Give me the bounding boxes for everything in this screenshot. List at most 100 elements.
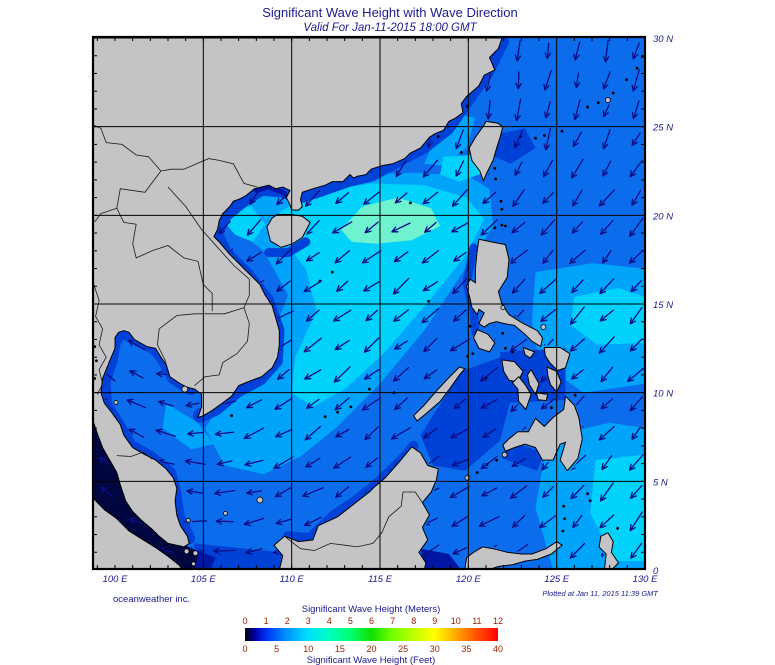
wave-arrow — [128, 517, 145, 525]
wave-arrow — [602, 71, 611, 90]
wave-arrow — [275, 248, 292, 265]
wave-arrow — [250, 101, 257, 119]
landmass-sulawesi — [464, 540, 563, 569]
wave-arrow — [544, 42, 552, 60]
wave-arrow — [510, 426, 527, 440]
plotted-timestamp: Plotted at Jan 11, 2015 11:39 GMT — [542, 589, 659, 598]
wave-arrow — [392, 277, 410, 295]
wave-arrow — [336, 280, 349, 292]
wave-arrow — [102, 127, 111, 151]
wave-arrow — [509, 485, 528, 499]
wave-arrow — [452, 278, 468, 295]
wave-arrow — [451, 515, 469, 528]
wave-arrow — [629, 159, 643, 178]
islet-dot — [494, 177, 498, 181]
wave-arrow — [631, 426, 642, 441]
wave-arrow — [218, 220, 231, 235]
islet-dot — [563, 517, 566, 520]
wave-arrow — [184, 458, 206, 466]
wave-arrow — [395, 160, 407, 178]
wave-arrow — [183, 371, 207, 379]
wave-arrow — [306, 161, 320, 176]
islet-dot — [534, 136, 537, 140]
colorbar — [245, 628, 498, 641]
wave-arrow — [277, 368, 290, 380]
wave-arrow — [483, 159, 496, 178]
wave-arrow — [420, 398, 440, 410]
wave-arrow — [541, 454, 555, 471]
wave-arrow — [573, 41, 581, 61]
wave-arrow — [126, 545, 147, 556]
wave-arrow — [215, 281, 234, 292]
wave-arrow — [480, 308, 498, 323]
legend-title-meters: Significant Wave Height (Meters) — [302, 604, 441, 615]
islet-dot — [459, 151, 463, 154]
wave-arrow — [451, 368, 468, 381]
wave-arrow — [363, 369, 380, 380]
wave-arrow — [600, 366, 614, 383]
wave-arrow — [338, 41, 346, 61]
wave-arrow — [246, 341, 262, 349]
wave-arrow — [127, 339, 146, 351]
wave-arrow — [426, 130, 434, 148]
wave-arrow — [132, 72, 140, 89]
wave-arrow — [542, 159, 554, 178]
wave-arrow — [511, 368, 526, 381]
wave-arrow — [363, 191, 381, 205]
wave-arrow — [337, 100, 348, 119]
wave-arrow — [484, 69, 493, 92]
landmass-borneo — [273, 446, 439, 569]
wave-arrow — [631, 69, 640, 92]
wave-arrow — [511, 221, 526, 234]
wave-arrow — [161, 128, 170, 150]
wave-arrow — [128, 428, 145, 438]
wave-arrow — [185, 401, 205, 408]
wave-arrow — [332, 547, 352, 555]
island — [464, 474, 471, 481]
wave-arrow — [514, 161, 523, 176]
wave-arrow — [631, 100, 640, 120]
wave-arrow — [243, 427, 265, 439]
wave-arrow — [426, 41, 434, 61]
country-border-line — [93, 284, 107, 395]
wave-arrow — [511, 458, 526, 468]
wave-arrow — [158, 399, 174, 407]
wave-arrow — [630, 542, 643, 559]
wave-arrow — [161, 102, 169, 118]
wave-arrow — [365, 457, 379, 468]
wave-arrow — [509, 338, 528, 352]
wave-arrow — [630, 280, 642, 293]
wave-arrow — [127, 486, 146, 498]
islet-dot — [349, 405, 353, 409]
wave-arrow — [335, 428, 350, 438]
wave-arrow — [540, 366, 556, 383]
wave-arrow — [243, 370, 265, 380]
wave-arrow — [331, 515, 353, 527]
wave-arrow — [572, 189, 583, 207]
island — [191, 561, 197, 567]
wave-height-band — [162, 403, 214, 450]
wave-arrow — [422, 191, 439, 205]
wave-arrow — [127, 455, 146, 470]
wave-arrow — [421, 487, 440, 497]
wave-arrow — [98, 253, 116, 261]
wave-arrow — [601, 455, 613, 471]
wave-arrow — [161, 160, 171, 177]
colorbar-meters-tick: 1 — [264, 616, 269, 626]
lat-label: 20 N — [652, 211, 673, 222]
wave-arrow — [539, 425, 557, 442]
wave-arrow — [540, 219, 556, 236]
landmass-bohol — [535, 392, 549, 402]
islet-dot — [550, 406, 553, 410]
wave-arrow — [95, 281, 119, 291]
wave-arrow — [220, 129, 229, 149]
colorbar-meters-tick: 7 — [390, 616, 395, 626]
wave-arrow — [544, 101, 551, 119]
lon-label: 125 E — [544, 574, 569, 585]
wave-arrow — [280, 41, 287, 61]
islet-dot — [427, 299, 430, 303]
wave-arrow — [540, 309, 556, 323]
wave-arrow — [599, 278, 615, 295]
islet-dot — [588, 499, 592, 503]
